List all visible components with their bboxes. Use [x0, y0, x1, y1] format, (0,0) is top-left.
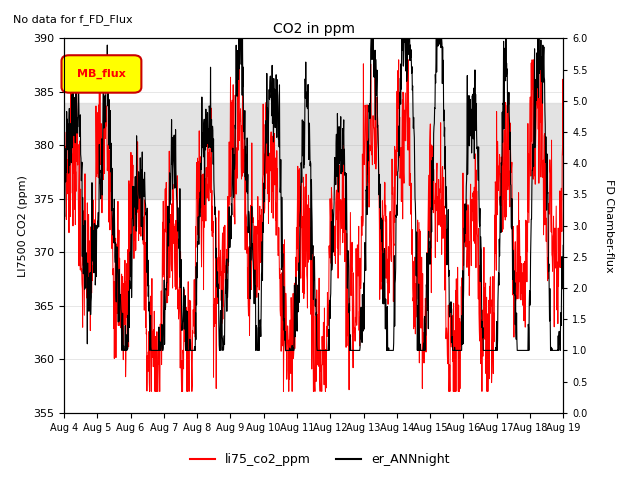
Legend: li75_co2_ppm, er_ANNnight: li75_co2_ppm, er_ANNnight: [186, 448, 454, 471]
Y-axis label: FD Chamber-flux: FD Chamber-flux: [604, 179, 614, 273]
Y-axis label: LI7500 CO2 (ppm): LI7500 CO2 (ppm): [17, 175, 28, 276]
Title: CO2 in ppm: CO2 in ppm: [273, 22, 355, 36]
Bar: [64, 103, 563, 199]
Text: No data for f_FD_Flux: No data for f_FD_Flux: [13, 14, 132, 25]
Text: MB_flux: MB_flux: [77, 69, 126, 79]
FancyBboxPatch shape: [61, 55, 141, 93]
